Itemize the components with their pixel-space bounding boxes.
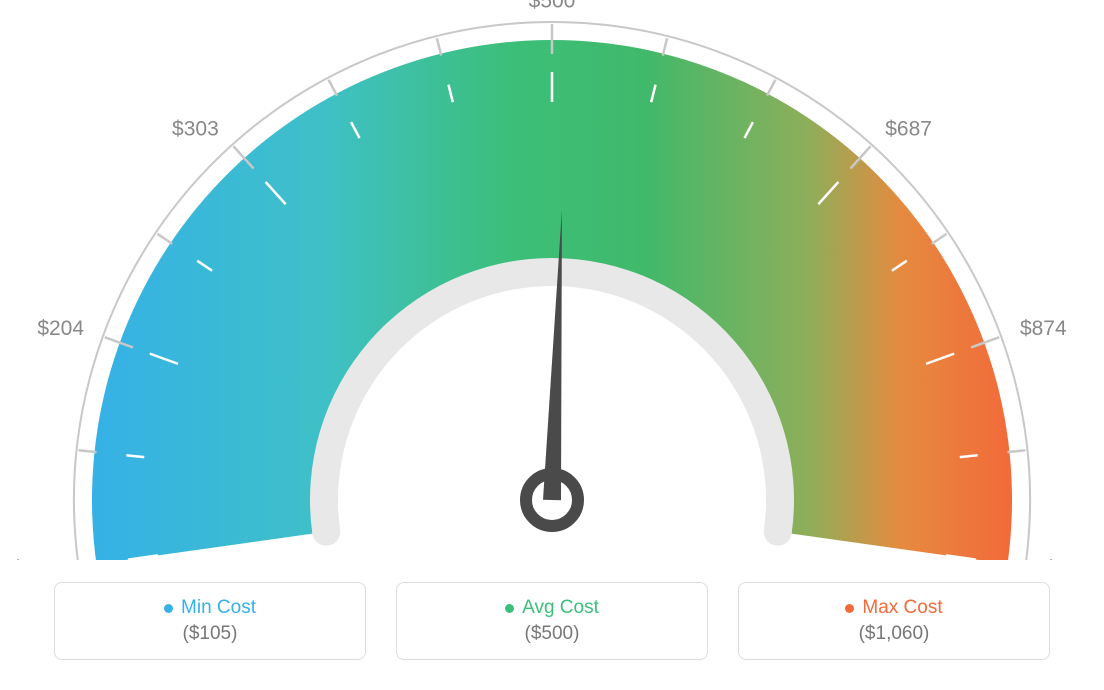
svg-text:$874: $874 — [1020, 317, 1067, 340]
svg-text:$303: $303 — [172, 117, 219, 140]
card-title-row: Avg Cost — [505, 597, 599, 619]
gauge-svg: $105 $204 $303 $500 $687 $874 $1,060 — [0, 0, 1104, 560]
avg-cost-value: ($500) — [525, 623, 580, 645]
min-dot-icon — [164, 604, 173, 613]
card-title-row: Min Cost — [164, 597, 256, 619]
max-cost-card: Max Cost ($1,060) — [738, 582, 1050, 660]
min-cost-card: Min Cost ($105) — [54, 582, 366, 660]
svg-text:$204: $204 — [37, 317, 84, 340]
max-cost-label: Max Cost — [862, 597, 942, 619]
avg-cost-label: Avg Cost — [522, 597, 599, 619]
svg-text:$687: $687 — [885, 117, 932, 140]
svg-text:$1,060: $1,060 — [1045, 557, 1104, 560]
avg-cost-card: Avg Cost ($500) — [396, 582, 708, 660]
avg-dot-icon — [505, 604, 514, 613]
min-cost-label: Min Cost — [181, 597, 256, 619]
svg-text:$500: $500 — [529, 0, 576, 13]
max-cost-value: ($1,060) — [859, 623, 930, 645]
summary-cards: Min Cost ($105) Avg Cost ($500) Max Cost… — [0, 582, 1104, 660]
min-cost-value: ($105) — [183, 623, 238, 645]
svg-text:$105: $105 — [12, 557, 59, 560]
gauge-chart: $105 $204 $303 $500 $687 $874 $1,060 — [0, 0, 1104, 560]
card-title-row: Max Cost — [845, 597, 942, 619]
max-dot-icon — [845, 604, 854, 613]
